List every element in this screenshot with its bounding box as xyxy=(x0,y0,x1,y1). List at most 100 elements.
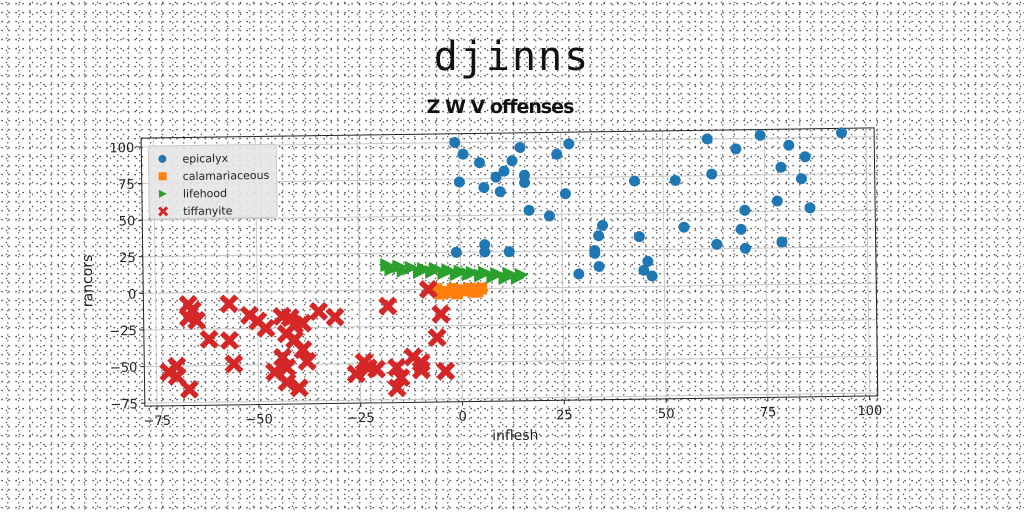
data-point xyxy=(701,133,713,145)
series-epicalyx xyxy=(449,127,848,282)
data-point xyxy=(475,282,488,295)
x-tick-label: 50 xyxy=(658,407,675,422)
legend-label: calamariaceous xyxy=(183,169,270,183)
data-point xyxy=(629,175,641,187)
legend-label: tiffanyite xyxy=(183,204,233,218)
y-grid-line xyxy=(142,209,876,221)
data-point xyxy=(277,372,297,392)
data-point xyxy=(425,264,440,279)
data-point xyxy=(219,330,240,351)
data-point xyxy=(559,188,571,200)
x-grid-line xyxy=(763,129,769,398)
data-point xyxy=(256,318,276,338)
y-tick-label: 0 xyxy=(128,287,136,302)
data-point xyxy=(179,379,199,399)
data-point xyxy=(795,173,807,185)
x-grid-line xyxy=(865,128,871,396)
data-point xyxy=(325,307,345,327)
data-point xyxy=(486,269,501,284)
data-point xyxy=(293,340,313,360)
data-point xyxy=(646,270,658,282)
data-point xyxy=(836,127,848,139)
data-point xyxy=(498,165,510,177)
data-point xyxy=(589,247,601,259)
data-point xyxy=(473,268,489,283)
data-point xyxy=(449,267,464,282)
data-point xyxy=(506,155,518,167)
chart-title: djinns xyxy=(433,34,591,80)
data-point xyxy=(633,231,645,243)
data-point xyxy=(387,378,407,398)
data-point xyxy=(427,328,447,348)
y-tick-label: 50 xyxy=(119,214,136,229)
data-point xyxy=(346,364,366,384)
data-point xyxy=(378,296,398,316)
data-point xyxy=(754,129,766,141)
data-point xyxy=(418,279,438,299)
x-grid-line xyxy=(560,132,565,401)
x-tick-label: −50 xyxy=(245,412,273,427)
legend-marker xyxy=(158,206,169,217)
data-point xyxy=(450,246,462,258)
data-point xyxy=(597,219,609,231)
data-point xyxy=(396,263,411,278)
data-point xyxy=(461,267,476,282)
y-tick-label: 100 xyxy=(109,141,134,156)
data-point xyxy=(638,264,650,276)
series-calamariaceous xyxy=(430,282,488,300)
data-point xyxy=(309,301,329,321)
data-marks xyxy=(159,127,848,399)
data-point xyxy=(384,262,399,277)
chart-subtitle: Z W V offenses xyxy=(426,96,575,118)
data-point xyxy=(593,260,605,272)
data-point xyxy=(366,359,387,379)
y-tick-label: 25 xyxy=(119,251,136,266)
data-point xyxy=(479,239,491,251)
data-point xyxy=(494,186,506,198)
data-point xyxy=(799,151,811,163)
data-point xyxy=(503,246,515,258)
y-tick-label: −25 xyxy=(109,324,137,339)
legend-label: epicalyx xyxy=(182,152,228,166)
data-point xyxy=(804,202,816,214)
x-axis-label: inflesh xyxy=(492,428,539,445)
data-point xyxy=(412,265,427,280)
x-tick-label: −75 xyxy=(143,414,171,429)
data-point xyxy=(771,195,783,207)
y-tick-label: −75 xyxy=(110,397,138,412)
data-point xyxy=(277,357,297,378)
grid-lines xyxy=(141,128,878,406)
data-point xyxy=(431,304,451,324)
data-point xyxy=(449,137,461,149)
data-point xyxy=(642,255,654,267)
data-point xyxy=(490,171,502,183)
x-grid-line xyxy=(661,130,667,399)
y-tick-label: −50 xyxy=(110,361,138,376)
data-point xyxy=(498,271,513,286)
data-point xyxy=(219,294,239,314)
x-tick-label: 100 xyxy=(857,404,882,419)
data-point xyxy=(669,174,681,186)
data-point xyxy=(453,176,465,188)
data-point xyxy=(543,210,555,222)
data-point xyxy=(434,287,447,300)
x-tick-label: −25 xyxy=(347,411,375,426)
data-point xyxy=(436,361,456,381)
data-point xyxy=(739,204,751,216)
data-point xyxy=(775,161,787,173)
data-point xyxy=(783,139,795,151)
x-tick-label: 75 xyxy=(760,405,777,420)
plot-frame xyxy=(140,127,879,407)
legend-marker xyxy=(158,172,167,181)
x-tick-label: 0 xyxy=(458,410,466,425)
data-point xyxy=(551,148,563,160)
data-point xyxy=(776,236,788,248)
x-tick-label: 25 xyxy=(556,408,573,423)
data-point xyxy=(187,310,207,331)
legend-marker xyxy=(158,154,167,163)
data-point xyxy=(224,354,244,374)
y-grid-line xyxy=(143,282,877,294)
data-point xyxy=(289,378,309,398)
data-point xyxy=(678,221,690,233)
